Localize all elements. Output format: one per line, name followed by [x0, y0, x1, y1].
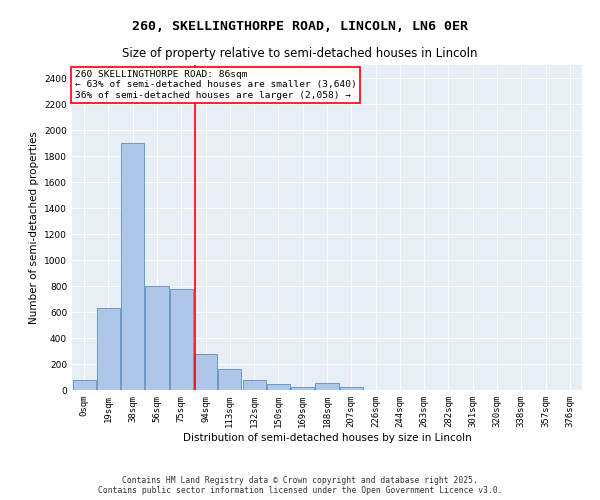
Bar [170, 288, 193, 390]
Text: 260, SKELLINGTHORPE ROAD, LINCOLN, LN6 0ER: 260, SKELLINGTHORPE ROAD, LINCOLN, LN6 0… [132, 20, 468, 33]
Bar [316, 383, 338, 390]
Bar [291, 387, 314, 390]
Text: Contains HM Land Registry data © Crown copyright and database right 2025.
Contai: Contains HM Land Registry data © Crown c… [98, 476, 502, 495]
Bar [242, 380, 266, 390]
X-axis label: Distribution of semi-detached houses by size in Lincoln: Distribution of semi-detached houses by … [182, 432, 472, 442]
Y-axis label: Number of semi-detached properties: Number of semi-detached properties [29, 131, 38, 324]
Bar [218, 369, 241, 390]
Bar [73, 380, 95, 390]
Bar [145, 286, 169, 390]
Bar [121, 143, 144, 390]
Bar [194, 354, 217, 390]
Text: 260 SKELLINGTHORPE ROAD: 86sqm
← 63% of semi-detached houses are smaller (3,640): 260 SKELLINGTHORPE ROAD: 86sqm ← 63% of … [74, 70, 356, 100]
Bar [340, 387, 363, 390]
Bar [267, 384, 290, 390]
Bar [97, 308, 120, 390]
Text: Size of property relative to semi-detached houses in Lincoln: Size of property relative to semi-detach… [122, 48, 478, 60]
